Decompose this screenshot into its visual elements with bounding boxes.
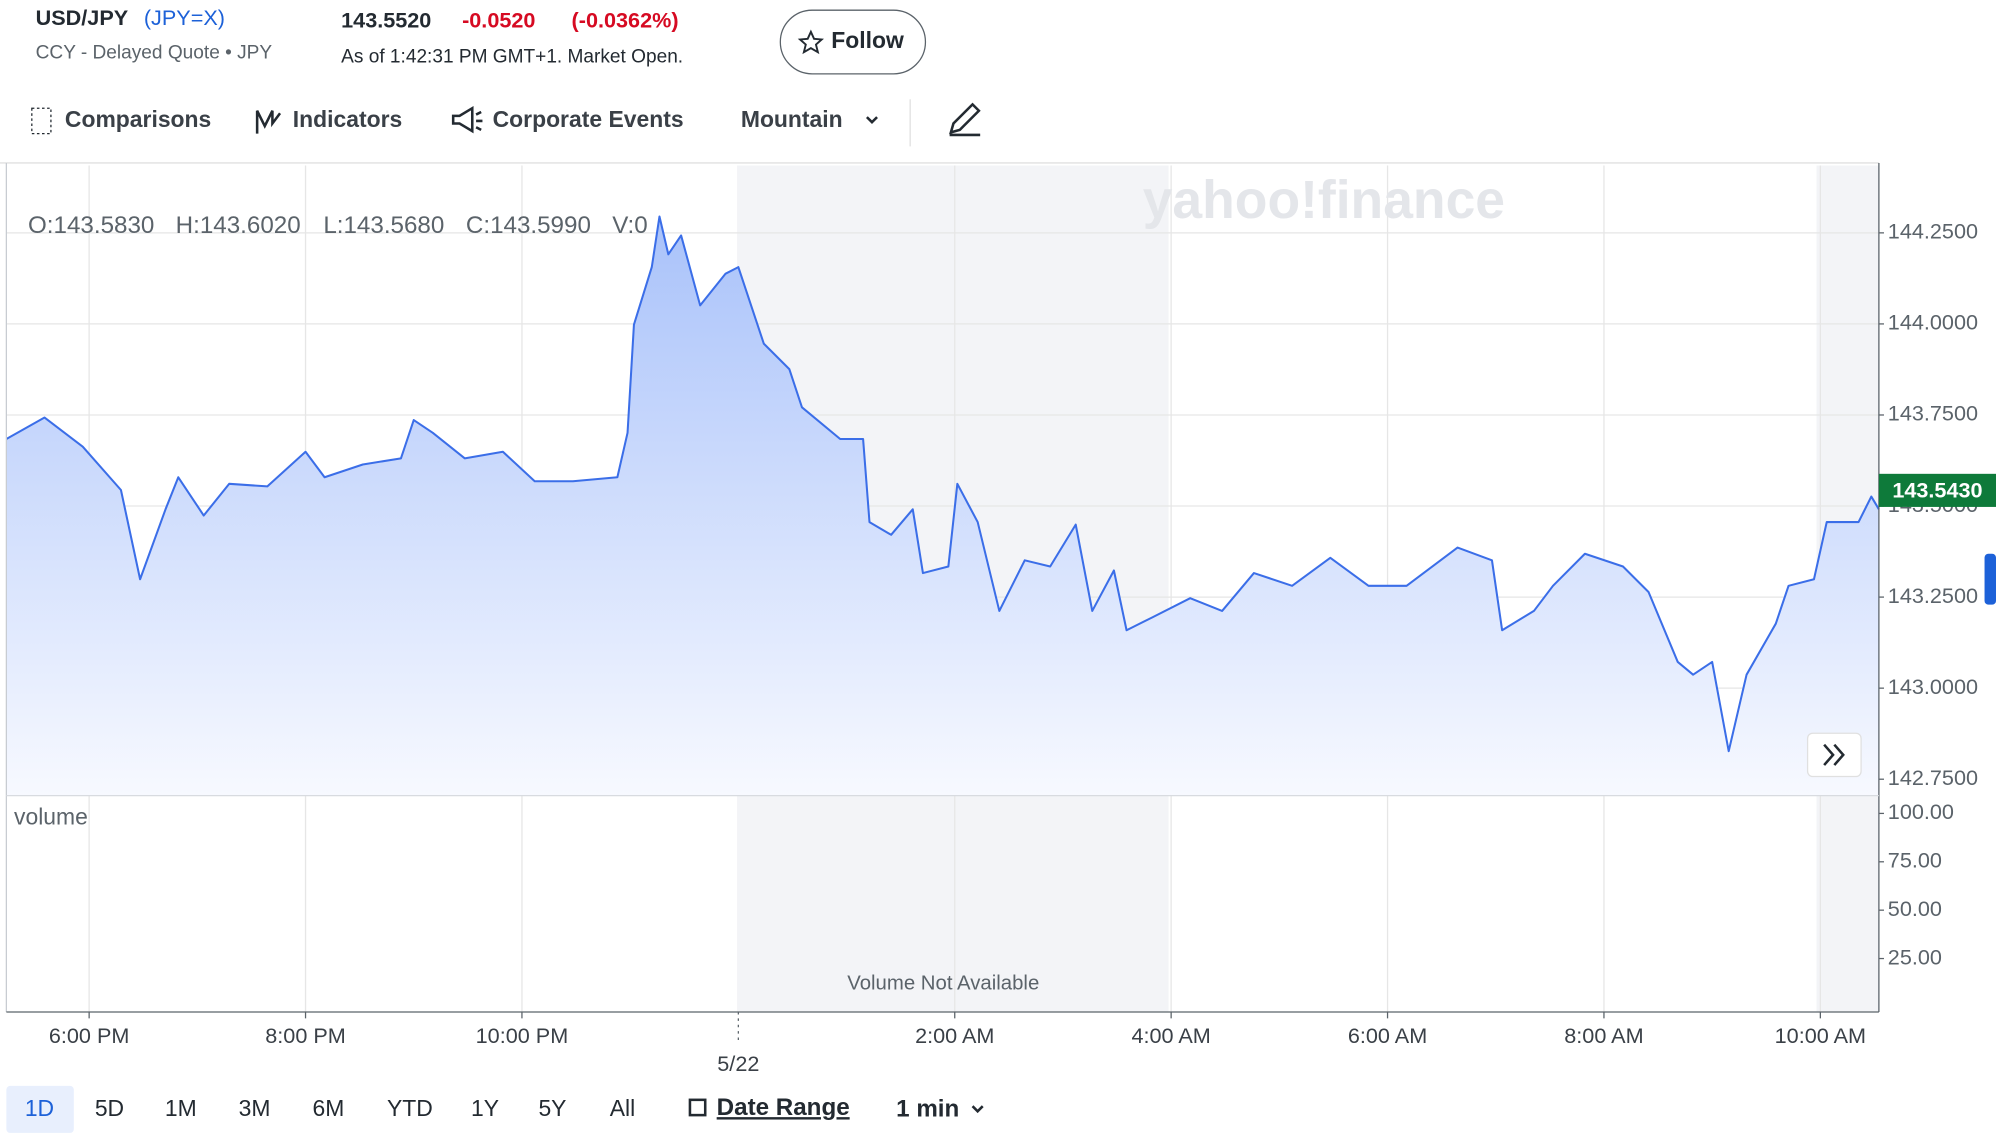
range-button[interactable]: 1Y [471, 1095, 499, 1121]
area-fill [6, 216, 1879, 796]
follow-label[interactable]: Follow [831, 27, 904, 53]
volume-tick-label: 50.00 [1888, 896, 1942, 921]
range-button[interactable]: 6M [313, 1095, 345, 1121]
chevron [865, 116, 878, 125]
toolbar-button[interactable]: Corporate Events [493, 106, 684, 132]
x-tick-label: 4:00 AM [1131, 1023, 1210, 1048]
star-icon [797, 29, 824, 55]
toolbar-button[interactable]: Comparisons [65, 106, 211, 132]
x-tick-label: 6:00 AM [1348, 1023, 1427, 1048]
range-selected [6, 1085, 74, 1133]
volume-tick-label: 75.00 [1888, 848, 1942, 873]
y-tick-label: 144.2500 [1888, 219, 1978, 244]
date-range-button[interactable]: Date Range [717, 1094, 850, 1121]
y-tick-label: 143.0000 [1888, 674, 1978, 699]
price-line [5, 215, 1880, 753]
volume-note: Volume Not Available [847, 972, 1039, 994]
x-tick-label: 6:00 PM [49, 1023, 130, 1048]
price: 143.5520 [341, 7, 431, 32]
ohlc-readout: O:143.5830 [28, 212, 154, 239]
scroll-icon [1823, 743, 1845, 766]
ticker: (JPY=X) [144, 5, 225, 30]
toolbar-button[interactable]: Indicators [293, 106, 402, 132]
x-tick-label: 8:00 PM [265, 1023, 346, 1048]
volume-label: volume [14, 804, 88, 830]
side-tab[interactable] [1984, 553, 1996, 605]
indicators-icon [255, 110, 282, 134]
volume-tick-label: 25.00 [1888, 944, 1942, 969]
x-tick-label: 10:00 AM [1775, 1023, 1866, 1048]
as-of: As of 1:42:31 PM GMT+1. Market Open. [341, 46, 683, 67]
x-tick-label: 10:00 PM [476, 1023, 569, 1048]
ohlc-readout: C:143.5990 [466, 212, 591, 239]
range-button[interactable]: 3M [239, 1095, 271, 1121]
y-tick-label: 144.0000 [1888, 310, 1978, 335]
range-button[interactable]: All [610, 1095, 635, 1121]
y-tick-label: 143.2500 [1888, 583, 1978, 608]
quote-type: CCY - Delayed Quote • JPY [36, 43, 273, 64]
range-button[interactable]: YTD [387, 1095, 433, 1121]
range-button[interactable]: 5Y [538, 1095, 566, 1121]
symbol: USD/JPY [36, 5, 129, 30]
follow-button[interactable] [779, 9, 927, 75]
x-tick-label: 2:00 AM [915, 1023, 994, 1048]
range-button[interactable]: 1D [25, 1095, 54, 1121]
events-icon [451, 105, 483, 134]
calendar-icon [688, 1098, 707, 1117]
change-percent: (-0.0362%) [572, 7, 679, 32]
draw-icon[interactable] [949, 102, 981, 137]
ohlc-readout: V:0 [612, 212, 647, 239]
date-marker-label: 5/22 [717, 1051, 759, 1076]
range-button[interactable]: 1M [165, 1095, 197, 1121]
range-button[interactable]: 5D [95, 1095, 124, 1121]
change: -0.0520 [462, 7, 535, 32]
interval-button[interactable]: 1 min [896, 1095, 959, 1122]
chevron [971, 1105, 984, 1114]
watermark: yahoo!finance [1143, 171, 1505, 230]
ohlc-readout: L:143.5680 [323, 212, 444, 239]
y-tick-label: 143.7500 [1888, 401, 1978, 426]
last-price-badge [1878, 473, 1996, 507]
chart-type-button[interactable]: Mountain [741, 106, 843, 132]
x-tick-label: 8:00 AM [1564, 1023, 1643, 1048]
volume-tick-label: 100.00 [1888, 799, 1954, 824]
ohlc-readout: H:143.6020 [176, 212, 301, 239]
comparisons-icon [31, 107, 52, 135]
y-tick-label: 142.7500 [1888, 765, 1978, 790]
last-price-label: 143.5430 [1892, 477, 1982, 502]
